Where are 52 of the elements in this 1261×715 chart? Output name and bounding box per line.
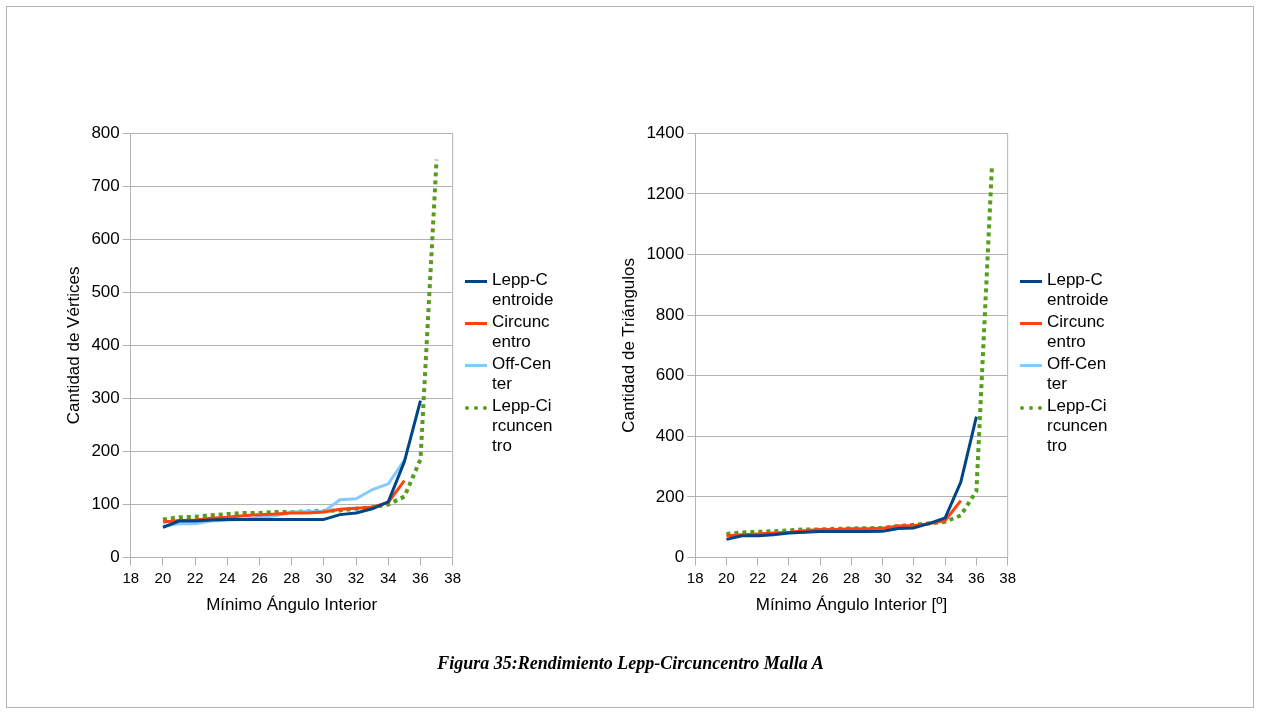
y-tick-label: 800 <box>655 304 685 324</box>
x-tick-label: 20 <box>154 568 172 586</box>
y-tick-label: 400 <box>655 426 685 446</box>
x-tick-label: 26 <box>251 568 268 586</box>
y-tick-label: 500 <box>91 282 120 302</box>
y-tick-label: 100 <box>91 494 120 514</box>
text: Figura 35:Rendimiento Lepp-Circuncentro Malla A <box>436 653 825 674</box>
x-tick-label: 34 <box>936 568 954 586</box>
x-tick-label: 24 <box>218 568 236 586</box>
y-tick-label: 1000 <box>646 244 685 264</box>
x-tick-label: 26 <box>811 568 829 586</box>
y-tick-label: 1200 <box>646 183 685 203</box>
y-tick-label: 400 <box>91 335 120 355</box>
y-axis-title: Cantidad de Triángulos <box>618 257 638 433</box>
legend-label: Circuncentro <box>1047 312 1106 352</box>
x-tick-label: 24 <box>780 568 798 586</box>
y-tick-label: 800 <box>91 122 120 142</box>
x-tick-label: 38 <box>444 568 461 586</box>
x-tick-label: 20 <box>718 568 735 586</box>
legend-label: Lepp-Circuncentro <box>492 396 554 456</box>
x-tick-label: 30 <box>315 568 333 586</box>
y-tick-label: 600 <box>91 228 120 248</box>
y-tick-label: 700 <box>91 175 120 195</box>
x-axis-title: Mínimo Ángulo Interior <box>206 595 378 615</box>
legend-label: Off-Center <box>1047 354 1108 394</box>
x-tick-label: 30 <box>874 568 892 586</box>
legend-label: Circuncentro <box>492 312 551 352</box>
x-tick-label: 28 <box>283 568 301 586</box>
legend-label: Lepp-Circuncentro <box>1047 396 1109 456</box>
x-tick-label: 38 <box>999 568 1016 586</box>
x-tick-label: 32 <box>347 568 365 586</box>
y-tick-label: 1400 <box>646 122 685 142</box>
legend-label: Lepp-Centroide <box>1047 270 1110 310</box>
y-tick-label: 600 <box>655 365 685 385</box>
y-tick-label: 200 <box>655 486 685 506</box>
x-axis-title: Mínimo Ángulo Interior [º] <box>755 595 948 615</box>
y-tick-label: 0 <box>110 547 120 567</box>
x-tick-label: 32 <box>905 568 923 586</box>
x-tick-label: 28 <box>843 568 860 586</box>
y-axis-title: Cantidad de Vértices <box>63 266 83 425</box>
y-tick-label: 0 <box>674 547 685 567</box>
x-tick-label: 36 <box>412 568 429 586</box>
y-tick-label: 300 <box>91 388 120 408</box>
x-tick-label: 22 <box>749 568 767 586</box>
x-tick-label: 18 <box>686 568 704 586</box>
x-tick-label: 18 <box>122 568 140 586</box>
x-tick-label: 34 <box>379 568 397 586</box>
y-tick-label: 200 <box>91 441 120 461</box>
x-tick-label: 22 <box>186 568 204 586</box>
legend-label: Off-Center <box>492 354 553 394</box>
legend-label: Lepp-Centroide <box>492 270 555 310</box>
x-tick-label: 36 <box>968 568 985 586</box>
